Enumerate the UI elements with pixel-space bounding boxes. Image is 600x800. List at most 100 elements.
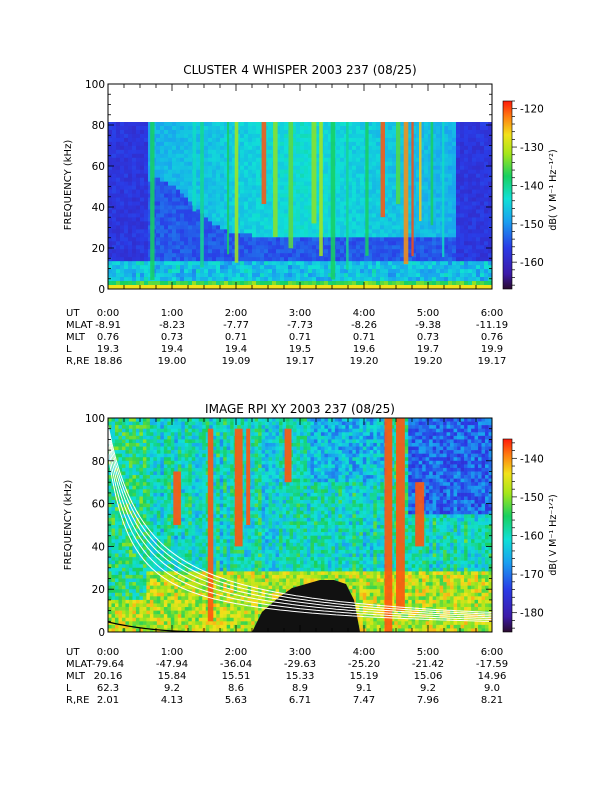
spectrogram-cell — [304, 221, 309, 226]
spectrogram-cell — [156, 229, 161, 234]
spectrogram-cell — [464, 237, 469, 242]
spectrogram-cell — [121, 610, 126, 615]
spectrogram-cell — [192, 229, 197, 234]
spectrogram-cell — [292, 193, 297, 198]
spectrogram-cell — [220, 157, 225, 163]
spectrogram-cell — [284, 213, 289, 218]
spectrogram-cell — [392, 253, 397, 258]
spectrogram-cell — [108, 253, 113, 258]
spectrogram-cell — [124, 237, 129, 242]
spectrogram-cell — [476, 173, 481, 178]
spectrogram-cell — [256, 249, 261, 254]
spectrogram-cell — [132, 560, 137, 565]
spectrogram-cell — [132, 446, 137, 451]
spectrogram-cell — [149, 546, 154, 551]
spectrogram-cell — [304, 277, 309, 282]
spectrogram-cell — [352, 145, 357, 151]
spectrogram-cell — [412, 277, 417, 282]
spectrogram-cell — [111, 607, 116, 611]
spectrogram-cell — [128, 425, 133, 429]
spectrogram-cell — [384, 201, 389, 206]
spectrogram-cell — [212, 225, 217, 230]
spectrogram-cell — [208, 273, 213, 278]
spectrogram-cell — [352, 129, 357, 135]
spectrogram-cell — [196, 133, 201, 139]
spectrogram-cell — [356, 177, 361, 182]
spectrogram-cell — [296, 205, 301, 210]
spectrogram-cell — [316, 173, 321, 178]
spectrogram-cell — [146, 607, 151, 611]
spectrogram-cell — [116, 129, 121, 135]
spectrogram-cell — [139, 599, 144, 604]
spectrogram-cell — [216, 221, 221, 226]
spectrogram-cell — [448, 209, 453, 214]
spectrogram-cell — [244, 257, 249, 262]
spectrogram-cell — [268, 133, 273, 139]
spectrogram-cell — [108, 229, 113, 234]
y-tick-label: 40 — [92, 202, 105, 214]
spectrogram-cell — [276, 273, 281, 278]
spectrogram-cell — [112, 177, 117, 182]
spectrogram-cell — [428, 153, 433, 159]
spectrogram-cell — [448, 201, 453, 206]
spectrogram-cell — [149, 521, 154, 526]
spectrogram-cell — [212, 261, 217, 266]
spectrogram-cell — [112, 217, 117, 222]
spectrogram-cell — [348, 209, 353, 214]
spectrogram-cell — [132, 165, 137, 171]
spectrogram-cell — [135, 564, 140, 569]
spectrogram-cell — [220, 237, 225, 242]
spectrogram-cell — [140, 213, 145, 218]
spectrogram-cell — [108, 161, 113, 167]
spectrogram-cell — [136, 169, 141, 174]
spectrogram-cell — [368, 225, 373, 230]
spectrogram-cell — [120, 241, 125, 246]
spectrogram-cell — [376, 165, 381, 171]
spectrogram-cell — [408, 161, 413, 167]
spectrogram-cell — [114, 624, 119, 629]
spectrogram-cell — [276, 129, 281, 135]
spectrogram-cell — [464, 181, 469, 186]
ephemeris-value: -11.19 — [476, 320, 508, 331]
spectrogram-cell — [280, 233, 285, 238]
spectrogram-cell — [412, 173, 417, 178]
spectrogram-cell — [216, 165, 221, 171]
spectrogram-cell — [140, 181, 145, 186]
spectrogram-cell — [372, 153, 377, 159]
spectrogram-cell — [184, 145, 189, 151]
colorbar — [502, 100, 513, 290]
spectrogram-cell — [192, 221, 197, 226]
spectrogram-cell — [108, 489, 112, 494]
spectrogram-cell — [392, 129, 397, 135]
spectrogram-cell — [112, 229, 117, 234]
spectrogram-cell — [308, 269, 313, 274]
spectrogram-cell — [464, 245, 469, 250]
spectrogram-cell — [264, 261, 269, 266]
spectrogram-cell — [136, 205, 141, 210]
spectrogram-cell — [436, 177, 441, 182]
spectrogram-cell — [220, 173, 225, 178]
spectrogram-cell — [368, 213, 373, 218]
spectrogram-cell — [328, 197, 333, 202]
spectrogram-cell — [424, 177, 429, 182]
spectrogram-cell — [400, 209, 405, 214]
spectrogram-cell — [180, 157, 185, 163]
spectrogram-cell — [180, 177, 185, 182]
spectrogram-cell — [484, 125, 489, 131]
spectrogram-cell — [480, 169, 485, 174]
spectrogram-cell — [116, 133, 121, 139]
spectrogram-cell — [224, 205, 229, 210]
spectrogram-cell — [176, 193, 181, 198]
spectrogram-cell — [136, 153, 141, 159]
spectrogram-cell — [142, 471, 147, 476]
spectrogram-cell — [252, 233, 257, 238]
spectrogram-cell — [456, 209, 461, 214]
spectrogram-cell — [304, 269, 309, 274]
spectrogram-cell — [456, 229, 461, 234]
spectrogram-cell — [140, 193, 145, 198]
spectrogram-cell — [376, 189, 381, 194]
spectrogram-cell — [192, 209, 197, 214]
spectrogram-cell — [436, 122, 441, 127]
spectrogram-cell — [296, 253, 301, 258]
spectrogram-cell — [140, 253, 145, 258]
